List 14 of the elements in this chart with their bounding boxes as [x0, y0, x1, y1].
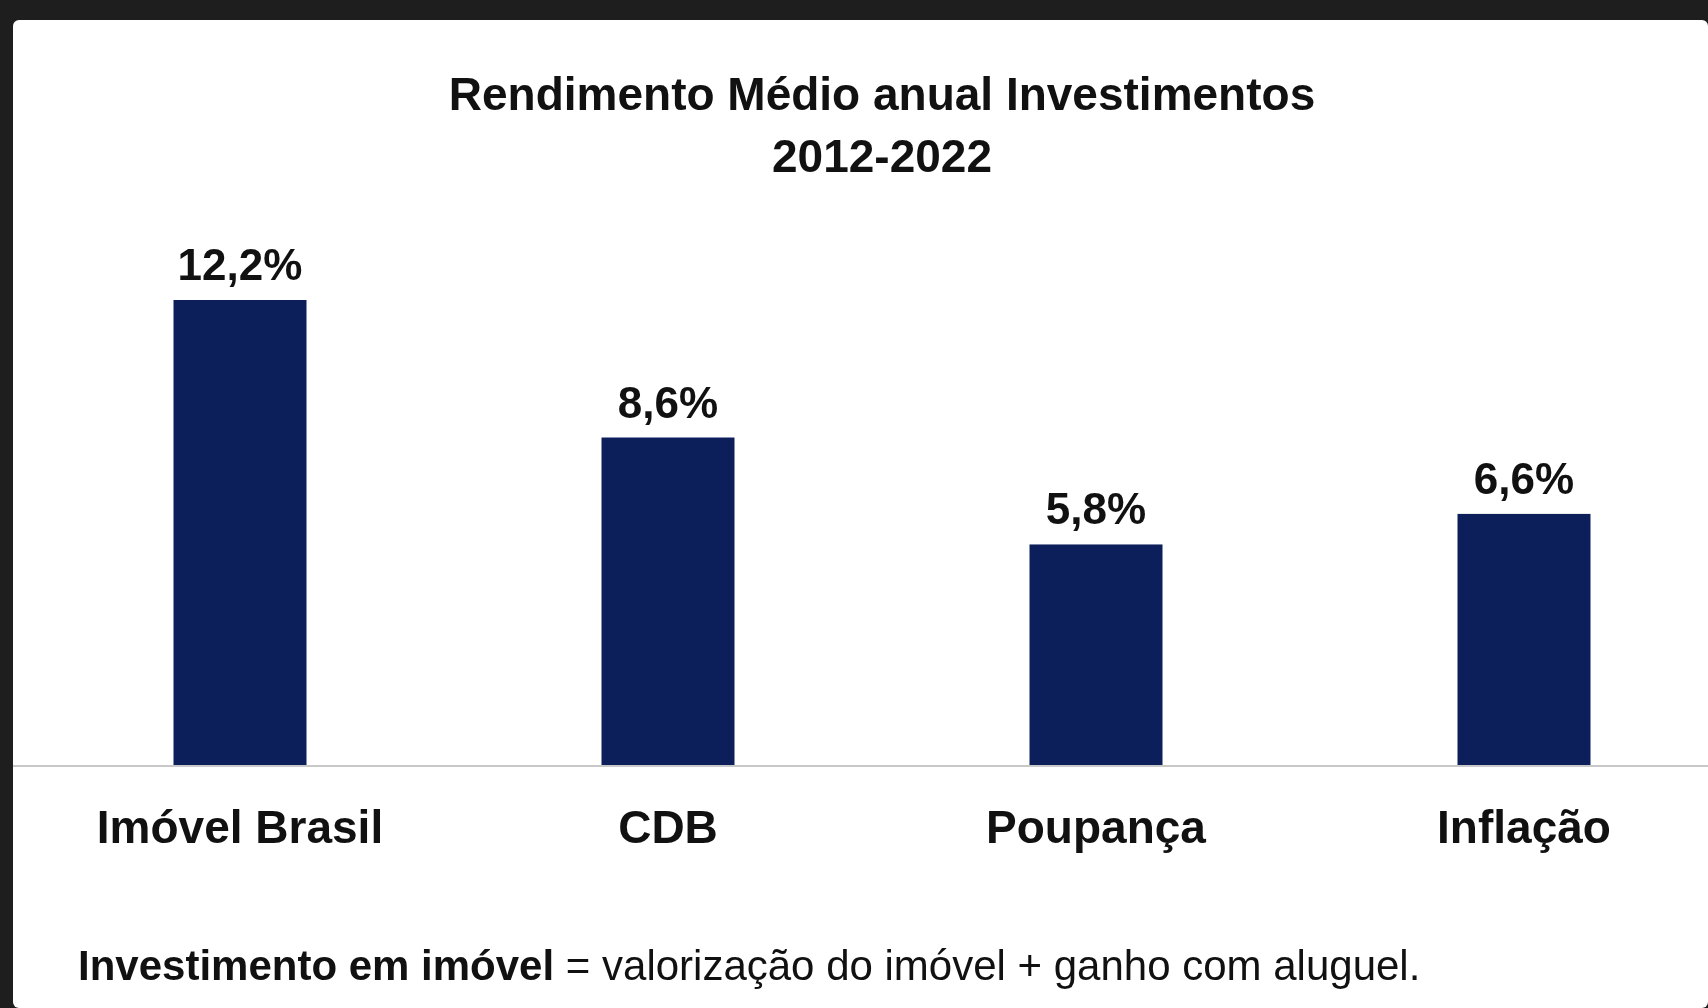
text: Investimento em imóvel = valorização do imóvel + ganho com aluguel.	[78, 942, 1421, 989]
data-label: 12,2%	[177, 240, 303, 289]
bar	[173, 300, 307, 766]
x-tick-label: Inflação	[1437, 801, 1611, 853]
bar	[1457, 513, 1591, 766]
x-tick-label: CDB	[618, 801, 718, 853]
data-label: 5,8%	[1045, 484, 1147, 534]
x-tick-label: Imóvel Brasil	[96, 801, 384, 853]
data-label: 6,6%	[1473, 453, 1575, 503]
bar	[1029, 544, 1163, 766]
bar	[601, 437, 735, 766]
x-tick-label: Poupança	[986, 801, 1207, 853]
data-label: 8,6%	[617, 377, 719, 427]
chart-title: Rendimento Médio anual Investimentos 2012-2022	[448, 68, 1316, 182]
